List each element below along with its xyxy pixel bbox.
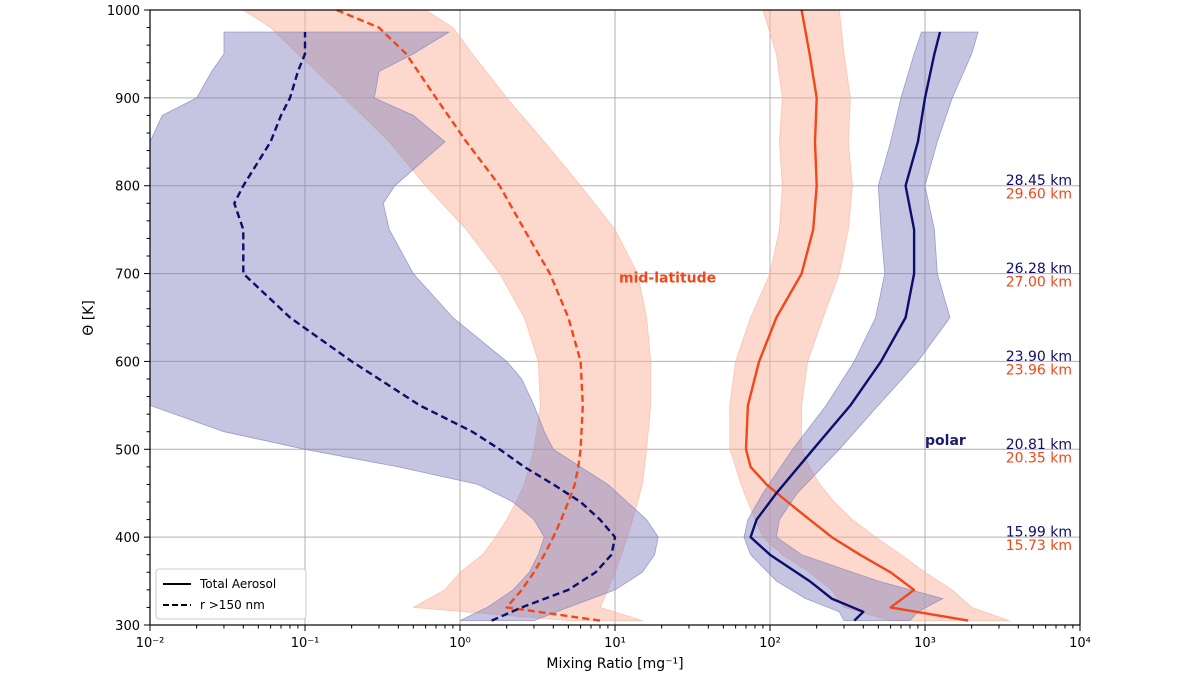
- x-tick-label: 10⁻¹: [291, 636, 320, 651]
- altitude-label-polar: 23.90 km: [1006, 349, 1072, 365]
- altitude-label-midlat: 23.96 km: [1006, 362, 1072, 378]
- legend: Total Aerosol r >150 nm: [155, 568, 307, 620]
- polar-annotation: polar: [925, 433, 966, 449]
- polar-large-line: [233, 32, 617, 622]
- altitude-label-polar: 15.99 km: [1006, 525, 1072, 541]
- y-tick-label: 800: [115, 180, 140, 195]
- y-tick-label: 900: [115, 92, 140, 107]
- plot-frame: [149, 9, 1081, 626]
- altitude-label-midlat: 29.60 km: [1006, 187, 1072, 203]
- y-tick-label: 300: [115, 619, 140, 634]
- altitude-label-midlat: 15.73 km: [1006, 538, 1072, 554]
- y-tick-label: 600: [115, 355, 140, 370]
- region-annotations: mid-latitude polar: [619, 270, 966, 449]
- polar-large-band: [149, 31, 659, 621]
- y-tick-label: 500: [115, 443, 140, 458]
- x-tick-label: 10⁴: [1069, 636, 1091, 651]
- x-tick-label: 10⁻²: [136, 636, 165, 651]
- y-tick-label: 700: [115, 268, 140, 283]
- altitude-label-polar: 28.45 km: [1006, 173, 1072, 189]
- midlat-total-line: [744, 9, 969, 622]
- altitude-label-midlat: 20.35 km: [1006, 450, 1072, 466]
- x-tick-label: 10³: [914, 636, 936, 651]
- series-lines: [233, 8, 969, 622]
- y-axis-label: Θ [K]: [81, 300, 97, 336]
- x-tick-label: 10¹: [604, 636, 626, 651]
- legend-total-aerosol: Total Aerosol: [199, 577, 276, 591]
- midlat-large-line: [336, 8, 601, 622]
- x-tick-label: 10²: [759, 636, 781, 651]
- altitude-label-midlat: 27.00 km: [1006, 275, 1072, 291]
- polar-total-line: [749, 31, 942, 622]
- y-tick-label: 400: [115, 531, 140, 546]
- polar-total-band: [743, 31, 979, 621]
- uncertainty-bands: [149, 9, 1010, 621]
- altitude-label-polar: 26.28 km: [1006, 261, 1072, 277]
- x-axis-label: Mixing Ratio [mg⁻¹]: [546, 656, 683, 672]
- altitude-label-polar: 20.81 km: [1006, 437, 1072, 453]
- x-tick-label: 10⁰: [449, 636, 471, 651]
- legend-large-particles: r >150 nm: [200, 598, 265, 612]
- mid-latitude-annotation: mid-latitude: [619, 270, 716, 286]
- y-tick-label: 1000: [107, 4, 140, 19]
- axis-ticks: 10⁻² 10⁻¹ 10⁰ 10¹ 10² 10³ 10⁴ 300 400 500 600 700 80…: [107, 4, 1091, 651]
- legend-box: [155, 568, 307, 620]
